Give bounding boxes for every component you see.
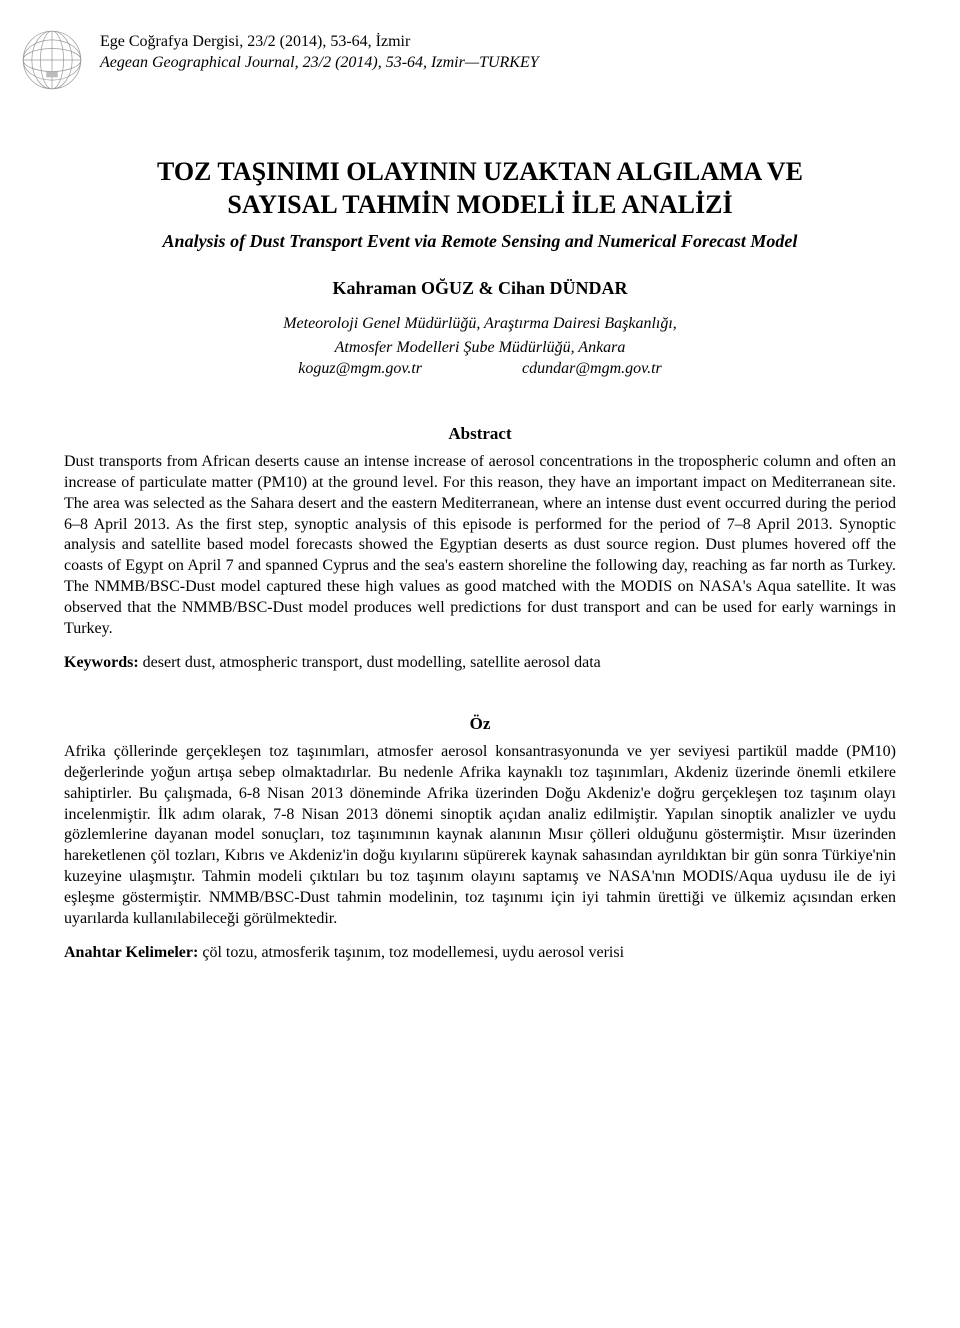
oz-heading: Öz: [64, 714, 896, 734]
affiliation-line-2: Atmosfer Modelleri Şube Müdürlüğü, Ankar…: [64, 337, 896, 359]
journal-line-en: Aegean Geographical Journal, 23/2 (2014)…: [100, 53, 539, 74]
anahtar-kelimeler-label: Anahtar Kelimeler:: [64, 944, 202, 961]
abstract-heading: Abstract: [64, 424, 896, 444]
anahtar-kelimeler-text: çöl tozu, atmosferik taşınım, toz modell…: [202, 944, 624, 961]
title-line-1: TOZ TAŞINIMI OLAYININ UZAKTAN ALGILAMA V…: [157, 157, 803, 186]
email-2: cdundar@mgm.gov.tr: [522, 360, 662, 378]
keywords-line: Keywords: desert dust, atmospheric trans…: [64, 653, 896, 674]
journal-citation: Ege Coğrafya Dergisi, 23/2 (2014), 53-64…: [100, 28, 539, 74]
anahtar-kelimeler-line: Anahtar Kelimeler: çöl tozu, atmosferik …: [64, 943, 896, 964]
journal-line-tr: Ege Coğrafya Dergisi, 23/2 (2014), 53-64…: [100, 32, 539, 53]
page-header: Ege Coğrafya Dergisi, 23/2 (2014), 53-64…: [64, 28, 896, 96]
paper-title: TOZ TAŞINIMI OLAYININ UZAKTAN ALGILAMA V…: [64, 156, 896, 221]
abstract-body: Dust transports from African deserts cau…: [64, 452, 896, 639]
author-emails: koguz@mgm.gov.tr cdundar@mgm.gov.tr: [64, 360, 896, 378]
authors: Kahraman OĞUZ & Cihan DÜNDAR: [64, 278, 896, 299]
affiliation-line-1: Meteoroloji Genel Müdürlüğü, Araştırma D…: [64, 313, 896, 335]
title-line-2: SAYISAL TAHMİN MODELİ İLE ANALİZİ: [227, 190, 732, 219]
oz-body: Afrika çöllerinde gerçekleşen toz taşını…: [64, 742, 896, 929]
email-1: koguz@mgm.gov.tr: [298, 360, 422, 378]
journal-logo: [16, 24, 88, 96]
keywords-text: desert dust, atmospheric transport, dust…: [143, 654, 601, 671]
paper-subtitle: Analysis of Dust Transport Event via Rem…: [64, 231, 896, 252]
keywords-label: Keywords:: [64, 654, 143, 671]
